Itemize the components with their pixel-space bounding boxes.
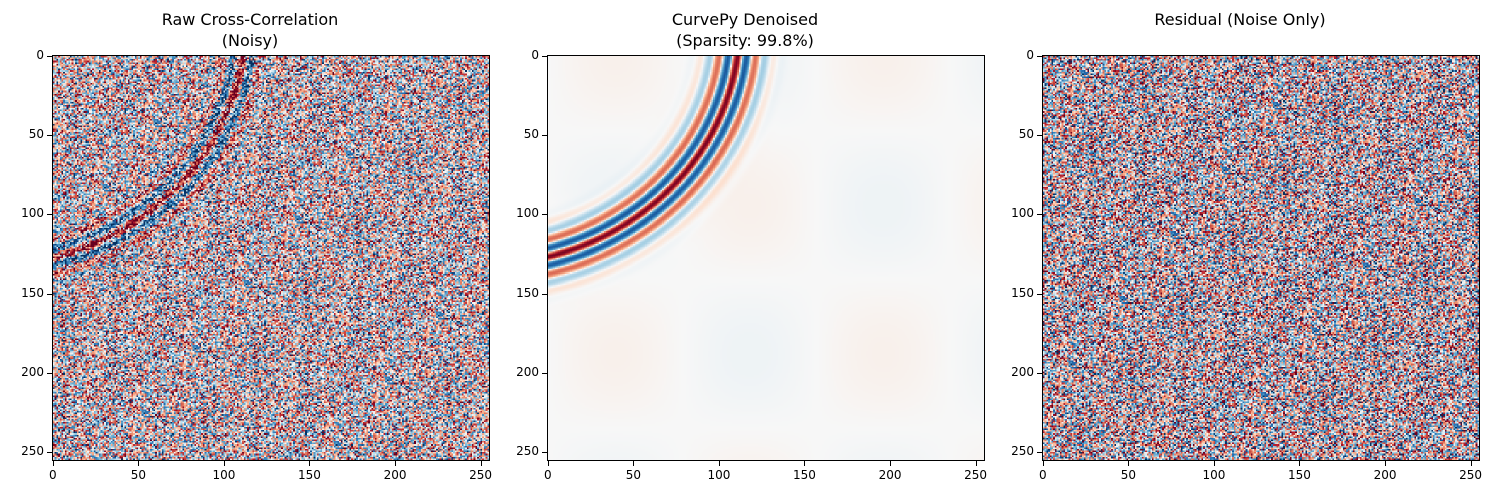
x-tick-mark (890, 461, 892, 466)
y-tick-mark (1037, 55, 1042, 57)
panel-residual: Residual (Noise Only) 0 50 100 150 200 250 0 50… (990, 0, 1490, 500)
y-tick-mark (47, 452, 52, 454)
y-tick-label: 100 (516, 206, 539, 221)
y-tick-label: 200 (21, 364, 44, 379)
y-tick-mark (542, 214, 547, 216)
x-tick-label: 50 (130, 468, 147, 482)
y-tick-mark (1037, 293, 1042, 295)
heatmap-plot-area (547, 55, 985, 461)
x-tick-mark (1385, 461, 1387, 466)
x-tick-mark (309, 461, 311, 466)
y-tick-mark (542, 372, 547, 374)
x-tick-mark (1042, 461, 1044, 466)
x-tick-mark (1299, 461, 1301, 466)
y-tick-mark (542, 135, 547, 137)
x-tick-label: 50 (625, 468, 642, 482)
chart-title: Residual (Noise Only) (1154, 10, 1326, 29)
panel-raw: Raw Cross-Correlation (Noisy) 0 50 100 150 2… (0, 0, 500, 500)
x-tick-label: 100 (1202, 468, 1226, 482)
x-tick-label: 0 (49, 468, 57, 482)
x-tick-mark (1128, 461, 1130, 466)
y-tick-mark (1037, 452, 1042, 454)
x-tick-label: 0 (544, 468, 552, 482)
x-tick-mark (1470, 461, 1472, 466)
y-tick-label: 150 (21, 285, 44, 300)
y-tick-label: 200 (1011, 364, 1034, 379)
x-tick-mark (718, 461, 720, 466)
x-tick-label: 200 (383, 468, 407, 482)
x-tick-label: 100 (212, 468, 236, 482)
chart-subtitle: (Noisy) (221, 31, 279, 50)
y-tick-mark (1037, 135, 1042, 137)
y-tick-label: 250 (21, 444, 44, 459)
y-tick-label: 0 (1026, 47, 1034, 62)
x-tick-mark (480, 461, 482, 466)
panel-denoised: CurvePy Denoised (Sparsity: 99.8%) 0 50 10… (495, 0, 995, 500)
y-tick-mark (47, 372, 52, 374)
x-tick-label: 200 (878, 468, 902, 482)
chart-subtitle: (Sparsity: 99.8%) (676, 31, 814, 50)
x-tick-label: 150 (1288, 468, 1311, 482)
x-tick-mark (223, 461, 225, 466)
x-tick-label: 0 (1039, 468, 1047, 482)
x-tick-mark (633, 461, 635, 466)
heatmap-image (548, 56, 984, 460)
y-tick-label: 250 (1011, 444, 1034, 459)
chart-title: CurvePy Denoised (671, 10, 819, 29)
y-tick-label: 100 (21, 206, 44, 221)
y-tick-mark (47, 135, 52, 137)
y-tick-mark (47, 293, 52, 295)
x-tick-label: 250 (469, 468, 493, 482)
x-tick-label: 150 (793, 468, 816, 482)
heatmap-image (1043, 56, 1479, 460)
y-tick-label: 250 (516, 444, 539, 459)
y-tick-mark (542, 452, 547, 454)
x-tick-label: 150 (298, 468, 321, 482)
y-tick-mark (542, 293, 547, 295)
y-tick-label: 0 (531, 47, 539, 62)
x-tick-label: 100 (707, 468, 731, 482)
x-tick-mark (804, 461, 806, 466)
x-tick-mark (975, 461, 977, 466)
x-tick-mark (395, 461, 397, 466)
y-tick-mark (47, 55, 52, 57)
y-tick-mark (1037, 214, 1042, 216)
y-tick-mark (1037, 372, 1042, 374)
y-tick-label: 0 (36, 47, 44, 62)
x-tick-label: 200 (1373, 468, 1397, 482)
heatmap-plot-area (52, 55, 490, 461)
y-tick-label: 50 (523, 127, 539, 142)
y-tick-label: 200 (516, 364, 539, 379)
x-tick-label: 250 (1459, 468, 1483, 482)
y-tick-label: 100 (1011, 206, 1034, 221)
y-tick-mark (47, 214, 52, 216)
x-tick-mark (547, 461, 549, 466)
x-tick-mark (52, 461, 54, 466)
y-tick-label: 50 (28, 127, 44, 142)
x-tick-mark (1213, 461, 1215, 466)
chart-title: Raw Cross-Correlation (161, 10, 339, 29)
y-tick-label: 150 (516, 285, 539, 300)
y-tick-label: 50 (1018, 127, 1034, 142)
y-tick-mark (542, 55, 547, 57)
x-tick-mark (138, 461, 140, 466)
x-tick-label: 250 (964, 468, 988, 482)
x-tick-label: 50 (1120, 468, 1137, 482)
heatmap-plot-area (1042, 55, 1480, 461)
y-tick-label: 150 (1011, 285, 1034, 300)
heatmap-image (53, 56, 489, 460)
